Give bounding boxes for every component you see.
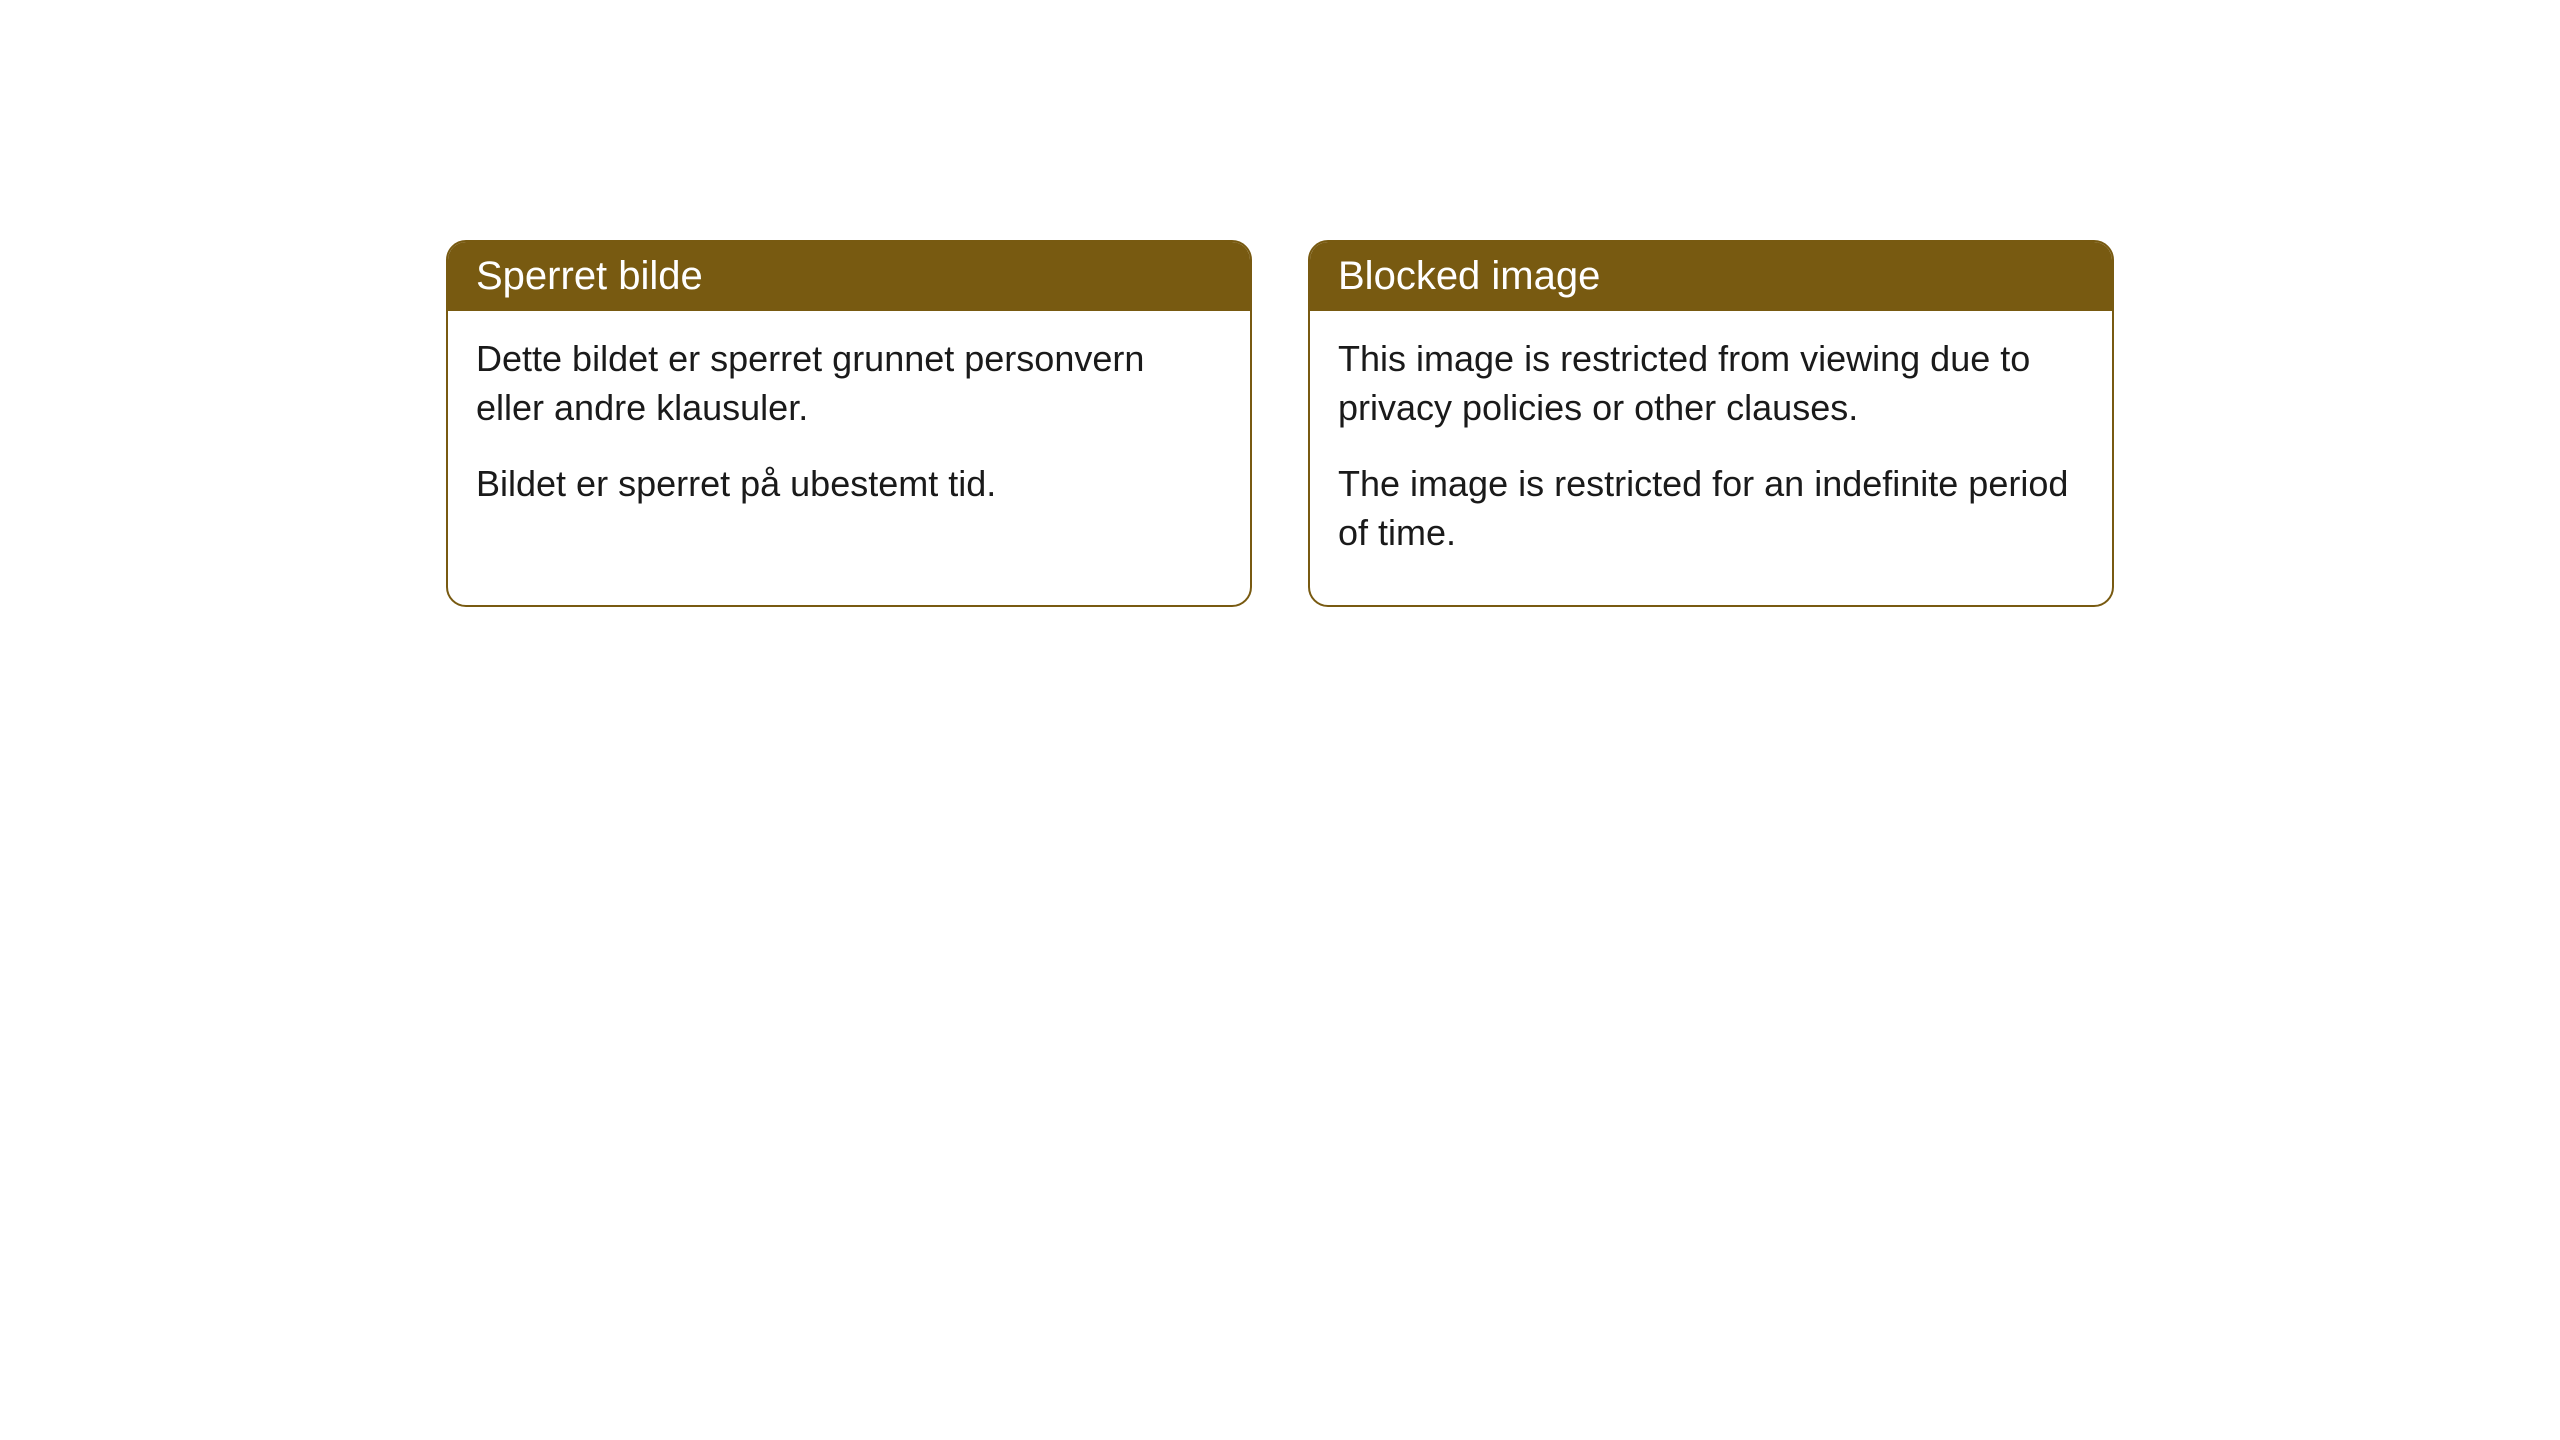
card-header: Blocked image — [1310, 242, 2112, 311]
blocked-image-card-norwegian: Sperret bilde Dette bildet er sperret gr… — [446, 240, 1252, 607]
card-body: Dette bildet er sperret grunnet personve… — [448, 311, 1250, 557]
card-paragraph: The image is restricted for an indefinit… — [1338, 460, 2084, 557]
card-paragraph: Bildet er sperret på ubestemt tid. — [476, 460, 1222, 509]
card-body: This image is restricted from viewing du… — [1310, 311, 2112, 605]
card-title: Blocked image — [1338, 254, 1600, 298]
card-title: Sperret bilde — [476, 254, 703, 298]
blocked-image-card-english: Blocked image This image is restricted f… — [1308, 240, 2114, 607]
card-paragraph: This image is restricted from viewing du… — [1338, 335, 2084, 432]
card-paragraph: Dette bildet er sperret grunnet personve… — [476, 335, 1222, 432]
card-header: Sperret bilde — [448, 242, 1250, 311]
notice-cards-container: Sperret bilde Dette bildet er sperret gr… — [0, 240, 2560, 607]
